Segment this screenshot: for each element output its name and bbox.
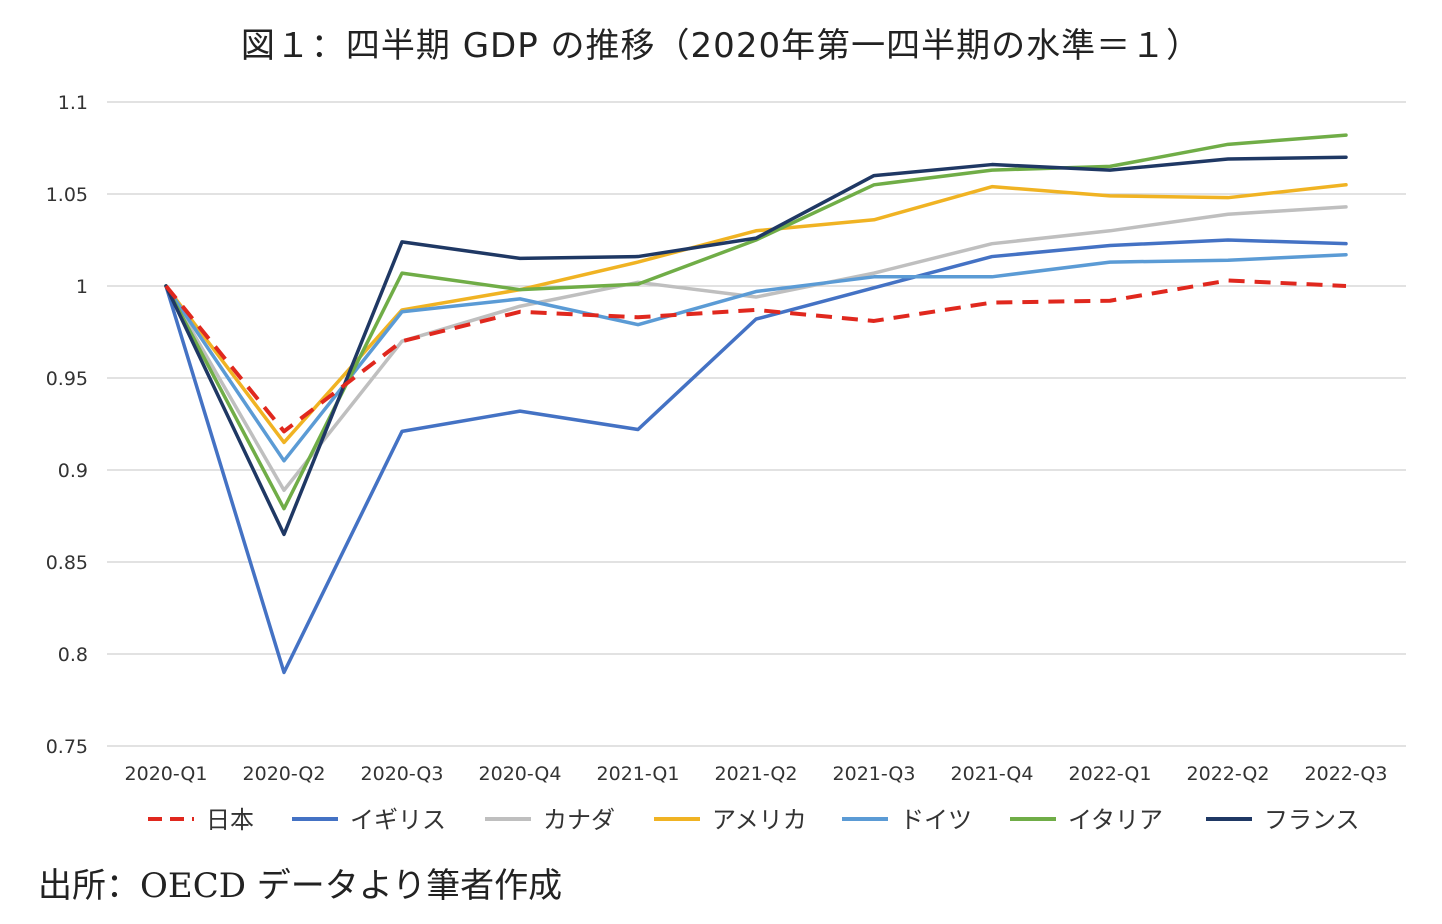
y-tick-label: 0.95 xyxy=(46,368,88,390)
legend-label: アメリカ xyxy=(712,806,807,834)
x-tick-label: 2021-Q1 xyxy=(597,763,680,785)
x-axis-tick-labels: 2020-Q1 2020-Q2 2020-Q3 2020-Q4 2021-Q1 2021-… xyxy=(125,763,1388,785)
y-tick-label: 0.8 xyxy=(58,644,88,666)
legend-label: フランス xyxy=(1264,806,1360,834)
series-line-7 xyxy=(164,155,1348,537)
x-tick-label: 2020-Q4 xyxy=(479,763,562,785)
gridlines xyxy=(107,101,1406,747)
series-line-2 xyxy=(164,238,1348,675)
series-line-5 xyxy=(164,252,1348,463)
y-tick-label: 0.85 xyxy=(46,552,88,574)
legend-label: イタリア xyxy=(1068,806,1163,834)
legend-label: ドイツ xyxy=(900,806,972,834)
x-tick-label: 2022-Q2 xyxy=(1187,763,1270,785)
legend-label: イギリス xyxy=(350,806,446,834)
x-tick-label: 2020-Q3 xyxy=(361,763,444,785)
y-tick-label: 0.9 xyxy=(58,460,88,482)
y-axis-tick-labels: 0.75 0.8 0.85 0.9 0.95 1 1.05 1.1 xyxy=(46,92,88,758)
series-lines xyxy=(164,133,1348,675)
x-tick-label: 2021-Q4 xyxy=(951,763,1034,785)
series-line-6 xyxy=(164,133,1348,511)
legend: 日本 イギリス カナダ アメリカ ドイツ イタリア フランス xyxy=(148,806,1360,834)
x-tick-label: 2020-Q2 xyxy=(243,763,326,785)
x-tick-label: 2020-Q1 xyxy=(125,763,208,785)
legend-label: カナダ xyxy=(543,806,615,834)
y-tick-label: 1.1 xyxy=(58,92,88,114)
series-line-3 xyxy=(164,205,1348,492)
y-tick-label: 1.05 xyxy=(46,184,88,206)
x-tick-label: 2021-Q3 xyxy=(833,763,916,785)
chart-title: 図１：四半期 GDP の推移（2020年第一四半期の水準＝１） xyxy=(240,26,1202,66)
y-tick-label: 1 xyxy=(76,276,88,298)
y-tick-label: 0.75 xyxy=(46,736,88,758)
source-note: 出所：OECD データより筆者作成 xyxy=(38,866,563,906)
legend-label: 日本 xyxy=(206,806,254,834)
x-tick-label: 2022-Q1 xyxy=(1069,763,1152,785)
x-tick-label: 2021-Q2 xyxy=(715,763,798,785)
x-tick-label: 2022-Q3 xyxy=(1305,763,1388,785)
series-line-1 xyxy=(164,278,1347,434)
